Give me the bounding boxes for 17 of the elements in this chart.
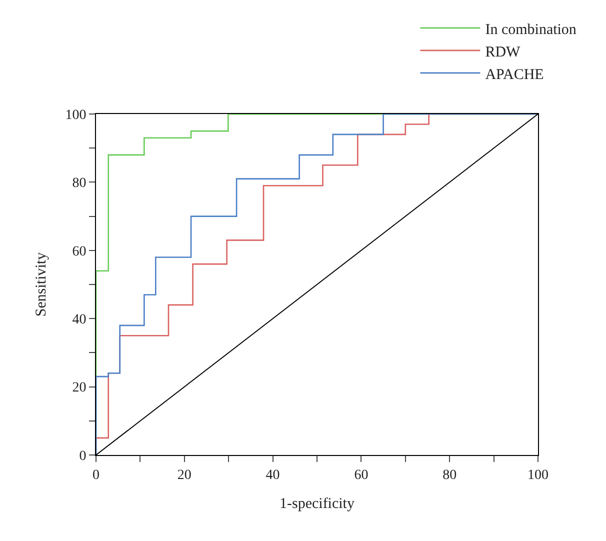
y-axis-title: Sensitivity: [33, 252, 50, 317]
y-tick-label: 60: [72, 244, 86, 260]
y-tick-label: 40: [72, 312, 86, 328]
x-tick-label: 20: [177, 468, 192, 483]
legend-label: In combination: [485, 22, 577, 38]
y-tick-label: 0: [79, 448, 86, 464]
x-axis-title: 1-specificity: [280, 496, 355, 512]
y-tick-label: 100: [65, 108, 86, 123]
y-tick-label: 20: [72, 380, 86, 396]
y-tick-label: 80: [72, 176, 86, 192]
x-tick-label: 80: [442, 468, 457, 483]
x-tick-label: 0: [92, 468, 100, 483]
legend-label: RDW: [485, 44, 522, 60]
legend-label: APACHE: [485, 66, 544, 83]
x-tick-label: 100: [528, 468, 548, 483]
x-tick-label: 60: [354, 468, 368, 483]
x-tick-label: 40: [266, 468, 280, 483]
